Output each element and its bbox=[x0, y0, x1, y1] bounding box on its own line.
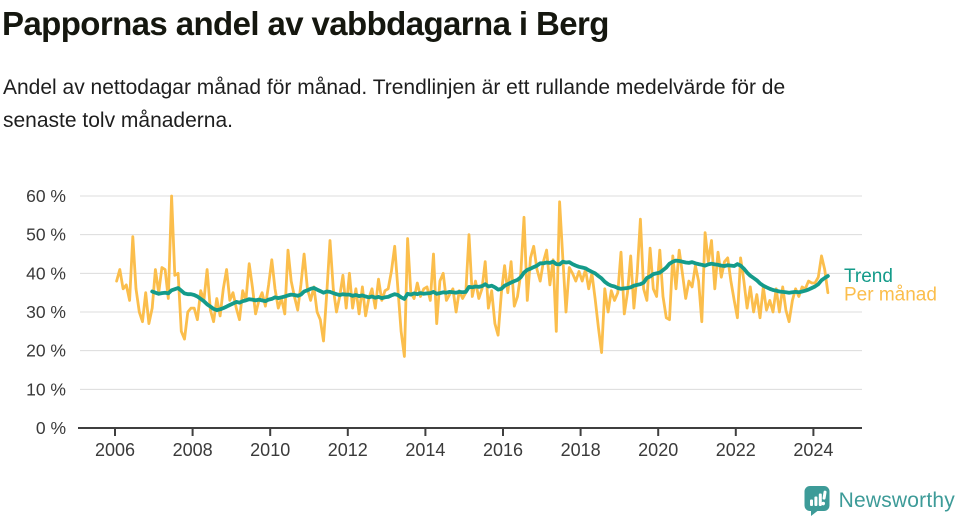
x-axis-label: 2024 bbox=[793, 440, 833, 460]
x-axis-label: 2008 bbox=[173, 440, 213, 460]
brand-name: Newsworthy bbox=[838, 488, 955, 512]
x-axis-label: 2014 bbox=[405, 440, 445, 460]
subtitle-line-2: senaste tolv månaderna. bbox=[3, 109, 233, 133]
legend-label-trend: Trend bbox=[844, 266, 893, 287]
x-axis-label: 2006 bbox=[95, 440, 135, 460]
per-manad-line bbox=[115, 194, 830, 358]
x-axis-label: 2010 bbox=[250, 440, 290, 460]
y-axis-label: 10 % bbox=[26, 379, 66, 399]
newsworthy-brand: Newsworthy bbox=[802, 484, 955, 517]
legend-label-per-manad: Per månad bbox=[844, 285, 937, 306]
page-title: Pappornas andel av vabbdagarna i Berg bbox=[2, 5, 609, 42]
y-axis-label: 0 % bbox=[36, 418, 66, 438]
x-axis-label: 2018 bbox=[561, 440, 601, 460]
y-axis-label: 40 % bbox=[26, 263, 66, 283]
x-axis-label: 2020 bbox=[638, 440, 678, 460]
x-axis-label: 2012 bbox=[328, 440, 368, 460]
x-axis-label: 2016 bbox=[483, 440, 523, 460]
y-axis-label: 30 % bbox=[26, 302, 66, 322]
chart-subtitle: Andel av nettodagar månad för månad. Tre… bbox=[3, 71, 958, 138]
y-axis-label: 50 % bbox=[26, 225, 66, 245]
subtitle-line-1: Andel av nettodagar månad för månad. Tre… bbox=[3, 75, 786, 99]
bar-chart-speech-bubble-icon bbox=[804, 486, 830, 516]
y-axis-label: 60 % bbox=[26, 186, 66, 206]
x-axis-label: 2022 bbox=[716, 440, 756, 460]
y-axis-label: 20 % bbox=[26, 341, 66, 361]
chart-header: Pappornas andel av vabbdagarna i Berg An… bbox=[0, 0, 958, 138]
trend-line bbox=[150, 258, 830, 312]
